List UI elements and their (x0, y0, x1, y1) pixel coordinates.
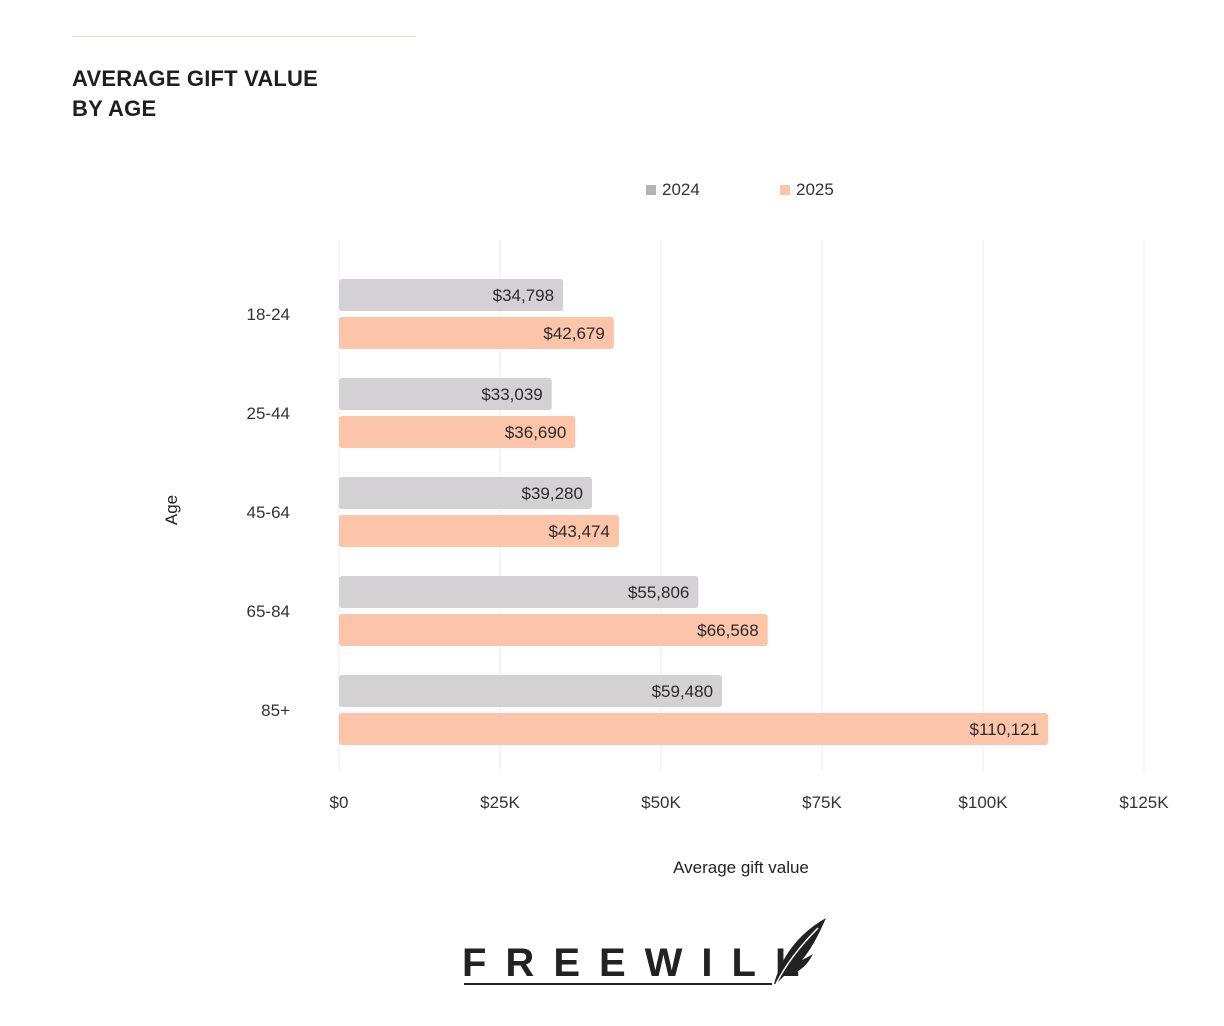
x-tick-label-2: $50K (641, 793, 681, 812)
data-label-2024-25-44: $33,039 (481, 385, 542, 404)
svg-text:FREEWILL: FREEWILL (462, 941, 818, 985)
bar-2025-18-24 (339, 317, 614, 349)
data-label-2024-85+: $59,480 (652, 682, 713, 701)
bar-2025-85+ (339, 713, 1049, 745)
x-tick-label-4: $100K (958, 793, 1008, 812)
bar-2025-25-44 (339, 416, 576, 448)
bar-2025-45-64 (339, 515, 619, 547)
bar-2024-65-84 (339, 576, 699, 608)
y-tick-label-18-24: 18-24 (247, 305, 290, 324)
chart-legend: 2024 2025 (646, 178, 906, 202)
data-label-2025-85+: $110,121 (970, 720, 1040, 739)
data-label-2024-45-64: $39,280 (522, 484, 583, 503)
legend-swatch-2025 (780, 185, 790, 195)
x-axis-title: Average gift value (673, 858, 809, 877)
x-tick-label-1: $25K (480, 793, 520, 812)
data-label-2025-65-84: $66,568 (697, 621, 758, 640)
data-label-2025-45-64: $43,474 (549, 522, 610, 541)
data-label-2025-18-24: $42,679 (543, 324, 604, 343)
legend-item-2024: 2024 (646, 178, 700, 202)
x-tick-label-5: $125K (1119, 793, 1169, 812)
data-label-2024-65-84: $55,806 (628, 583, 689, 602)
chart-title-line-2: BY AGE (72, 96, 157, 121)
y-tick-label-85+: 85+ (261, 701, 290, 720)
bar-2024-18-24 (339, 279, 564, 311)
bar-2024-25-44 (339, 378, 552, 410)
top-divider (72, 36, 416, 37)
bar-2024-85+ (339, 675, 723, 707)
chart-title-line-1: AVERAGE GIFT VALUE (72, 66, 319, 91)
data-label-2025-25-44: $36,690 (505, 423, 566, 442)
quill-feather-icon (774, 918, 826, 985)
freewill-logo: FREEWILL (462, 914, 832, 994)
data-label-2024-18-24: $34,798 (493, 286, 554, 305)
chart-title: AVERAGE GIFT VALUE BY AGE (72, 64, 392, 124)
logo-graphic: FREEWILL (462, 918, 826, 985)
x-tick-label-3: $75K (802, 793, 842, 812)
y-tick-label-65-84: 65-84 (247, 602, 290, 621)
legend-swatch-2024 (646, 185, 656, 195)
y-tick-label-25-44: 25-44 (247, 404, 290, 423)
bar-2024-45-64 (339, 477, 592, 509)
legend-label-2025: 2025 (796, 180, 834, 199)
x-tick-label-0: $0 (330, 793, 349, 812)
legend-item-2025: 2025 (780, 178, 834, 202)
bar-2025-65-84 (339, 614, 768, 646)
y-tick-label-45-64: 45-64 (247, 503, 290, 522)
legend-label-2024: 2024 (662, 180, 700, 199)
